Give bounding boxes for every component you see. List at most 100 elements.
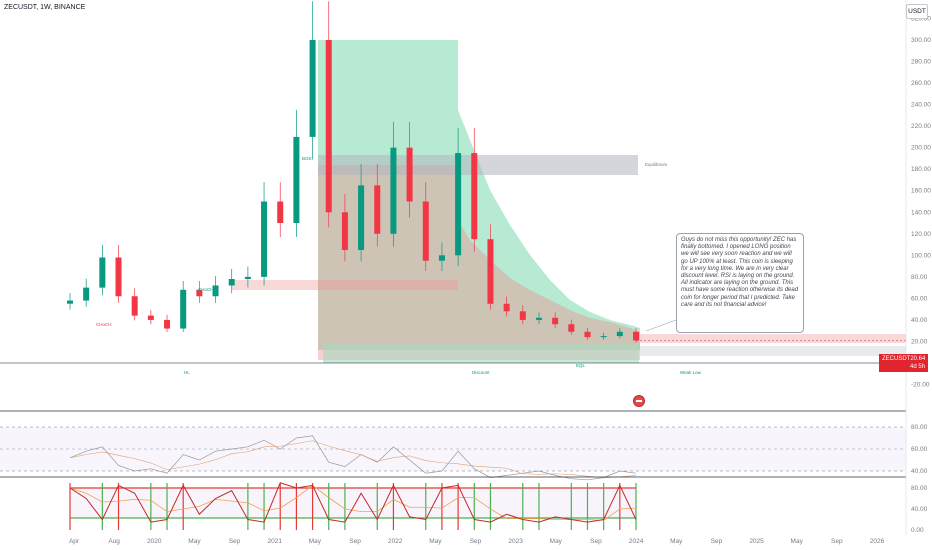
discount-label: Discount [472, 370, 490, 375]
time-tick-label: May [429, 538, 442, 545]
candle-body [341, 212, 348, 250]
candle-body [633, 331, 639, 341]
candle-body [83, 287, 90, 301]
zcash-logo-icon [633, 395, 645, 407]
rsi-axis: 80.00 60.00 40.00 [911, 424, 928, 475]
price-tick-label: 200.00 [911, 145, 931, 152]
currency-button[interactable]: USDT [906, 4, 928, 19]
price-tick-label: 280.00 [911, 59, 931, 66]
candle-body [325, 40, 332, 213]
candle-body [406, 147, 413, 202]
candle-body [358, 185, 365, 250]
price-tick-label: 240.00 [911, 102, 931, 109]
time-tick-label: May [550, 538, 563, 545]
time-tick-label: Sep [590, 538, 602, 545]
candle-body [277, 201, 284, 224]
time-tick-label: 2025 [749, 538, 764, 545]
price-candles [67, 1, 906, 343]
rsi-ma-line [69, 440, 637, 479]
price-tick-label: 20.00 [911, 338, 928, 345]
candle-body [519, 311, 526, 320]
time-tick-label: May [188, 538, 201, 545]
candle-body [180, 289, 187, 329]
candle-body [390, 147, 397, 234]
price-tick-label: 180.00 [911, 166, 931, 173]
candle-body [99, 257, 106, 288]
time-tick-label: 2023 [508, 538, 523, 545]
candle-body [552, 317, 559, 325]
time-tick-label: 2021 [268, 538, 283, 545]
price-tag-countdown: 4d 5h [909, 364, 925, 370]
time-tick-label: 2020 [147, 538, 162, 545]
stoch-signal-lines [69, 483, 637, 530]
candle-body [616, 331, 623, 337]
price-tag-price: 20.64 [910, 356, 926, 362]
eql-label: EQL [576, 363, 586, 368]
stoch-tick-label: 40.00 [911, 506, 928, 513]
candle-body [455, 153, 462, 256]
analysis-note[interactable]: Guys do not miss this opportunity! ZEC h… [676, 233, 804, 333]
price-tick-label: 40.00 [911, 317, 928, 324]
candle-body [228, 279, 235, 286]
time-tick-label: May [309, 538, 322, 545]
time-tick-label: Apr [69, 538, 80, 545]
time-tick-label: May [670, 538, 683, 545]
candle-body [471, 153, 478, 240]
price-tick-label: 80.00 [911, 274, 928, 281]
candle-body [503, 303, 510, 312]
candle-body [147, 315, 154, 320]
green-target-zone [318, 40, 640, 350]
choch-label-1: CHoCH [198, 287, 214, 292]
time-tick-label: May [791, 538, 804, 545]
candle-body [535, 317, 542, 320]
stoch-k-line [69, 482, 637, 523]
note-pointer [645, 319, 677, 332]
current-price-tag: ZECUSDT 20.64 4d 5h [879, 354, 928, 372]
candle-body [212, 285, 219, 297]
time-tick-label: Sep [349, 538, 361, 545]
time-axis: Apr Aug 2020 May Sep 2021 May Sep 2022 May Sep 2023… [69, 538, 885, 545]
price-tag-symbol: ZECUSDT [882, 356, 911, 362]
price-tick-label: 160.00 [911, 188, 931, 195]
choch-label-2: CHoCH [96, 322, 112, 327]
price-tick-label: 60.00 [911, 295, 928, 302]
time-tick-label: Sep [470, 538, 482, 545]
stoch-tick-label: 0.00 [911, 527, 924, 534]
rsi-tick-label: 60.00 [911, 446, 928, 453]
candle-body [244, 276, 251, 280]
bos-label-1: BOS [302, 156, 312, 161]
stoch-band [70, 488, 636, 518]
price-panel: Equilibrium HL Discount Weak Low BOS CHo… [0, 1, 906, 375]
candle-body [584, 331, 591, 338]
price-tick-label: -20.00 [911, 382, 930, 389]
candle-body [67, 300, 73, 304]
stoch-d-line [69, 484, 637, 521]
rsi-tick-label: 80.00 [911, 424, 928, 431]
symbol-header: ZECUSDT, 1W, BINANCE [4, 4, 86, 11]
candle-body [131, 296, 138, 316]
candle-body [374, 185, 381, 234]
price-tick-label: 300.00 [911, 37, 931, 44]
discount-zone [323, 343, 639, 363]
time-tick-label: Sep [711, 538, 723, 545]
equilibrium-zone [318, 155, 638, 175]
time-tick-label: Aug [108, 538, 120, 545]
weak-low-label: Weak Low [680, 370, 702, 375]
rsi-line [69, 435, 637, 481]
candle-body [196, 289, 203, 297]
rsi-panel [0, 410, 906, 481]
red-risk-zone [318, 165, 640, 360]
price-tick-label: 120.00 [911, 231, 931, 238]
price-axis: 320.00300.00280.00260.00240.00220.00200.… [911, 15, 931, 388]
price-tick-label: 260.00 [911, 80, 931, 87]
candle-body [438, 255, 445, 261]
red-box-left [232, 280, 458, 290]
stoch-axis: 80.00 40.00 0.00 [911, 485, 928, 534]
stoch-panel [0, 476, 906, 530]
time-tick-label: 2024 [629, 538, 644, 545]
candle-body [261, 201, 268, 277]
time-tick-label: 2022 [388, 538, 403, 545]
candle-body [309, 40, 316, 137]
price-tick-label: 100.00 [911, 252, 931, 259]
candle-body [115, 257, 122, 297]
